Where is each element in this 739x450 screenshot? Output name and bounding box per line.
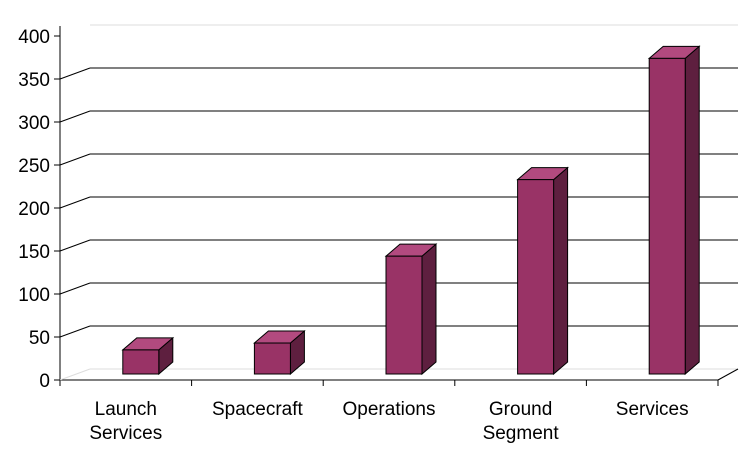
y-tick-label: 200: [18, 199, 50, 220]
y-tick-label: 0: [39, 371, 50, 392]
bar-front: [253, 342, 291, 375]
y-tick-label: 250: [18, 156, 50, 177]
bar-side: [684, 45, 700, 376]
y-tick-label: 100: [18, 285, 50, 306]
bars: [121, 45, 701, 376]
floor-left-edge: [59, 368, 91, 381]
y-tick-label: 400: [18, 27, 50, 48]
x-tick-label: Launch Services: [89, 399, 162, 444]
gridline-diagonal: [59, 239, 91, 252]
bar-front: [122, 349, 160, 375]
bar-side: [553, 166, 569, 376]
gridline-diagonal: [59, 110, 91, 123]
gridline-diagonal: [59, 67, 91, 80]
bar: [384, 243, 438, 376]
bar: [647, 45, 701, 376]
floor-right-edge: [717, 368, 739, 381]
bar: [516, 166, 569, 376]
bar-side: [421, 243, 437, 376]
gridline-diagonal: [59, 153, 91, 166]
bar-front: [517, 179, 555, 375]
x-tick-label: Ground Segment: [483, 399, 560, 444]
x-tick-label: Operations: [343, 399, 436, 420]
y-tick-labels: 0 50 100 150 200 250 300 350 400: [18, 27, 50, 392]
gridline-diagonal: [59, 282, 91, 295]
y-tick-label: 50: [29, 328, 50, 349]
y-tick-label: 350: [18, 70, 50, 91]
bar-front: [648, 57, 686, 375]
bar-front: [385, 255, 423, 375]
x-tick-label: Spacecraft: [212, 399, 304, 420]
x-tick-label: Services: [616, 399, 689, 420]
x-tick-labels: Launch Services Spacecraft Operations Ground…: [89, 399, 688, 444]
gridline-diagonal: [59, 325, 91, 338]
grid-lines: [59, 67, 738, 338]
y-tick-label: 300: [18, 113, 50, 134]
bar: [253, 329, 306, 376]
y-tick-label: 150: [18, 242, 50, 263]
bar: [121, 336, 175, 376]
gridline-diagonal: [59, 196, 91, 209]
